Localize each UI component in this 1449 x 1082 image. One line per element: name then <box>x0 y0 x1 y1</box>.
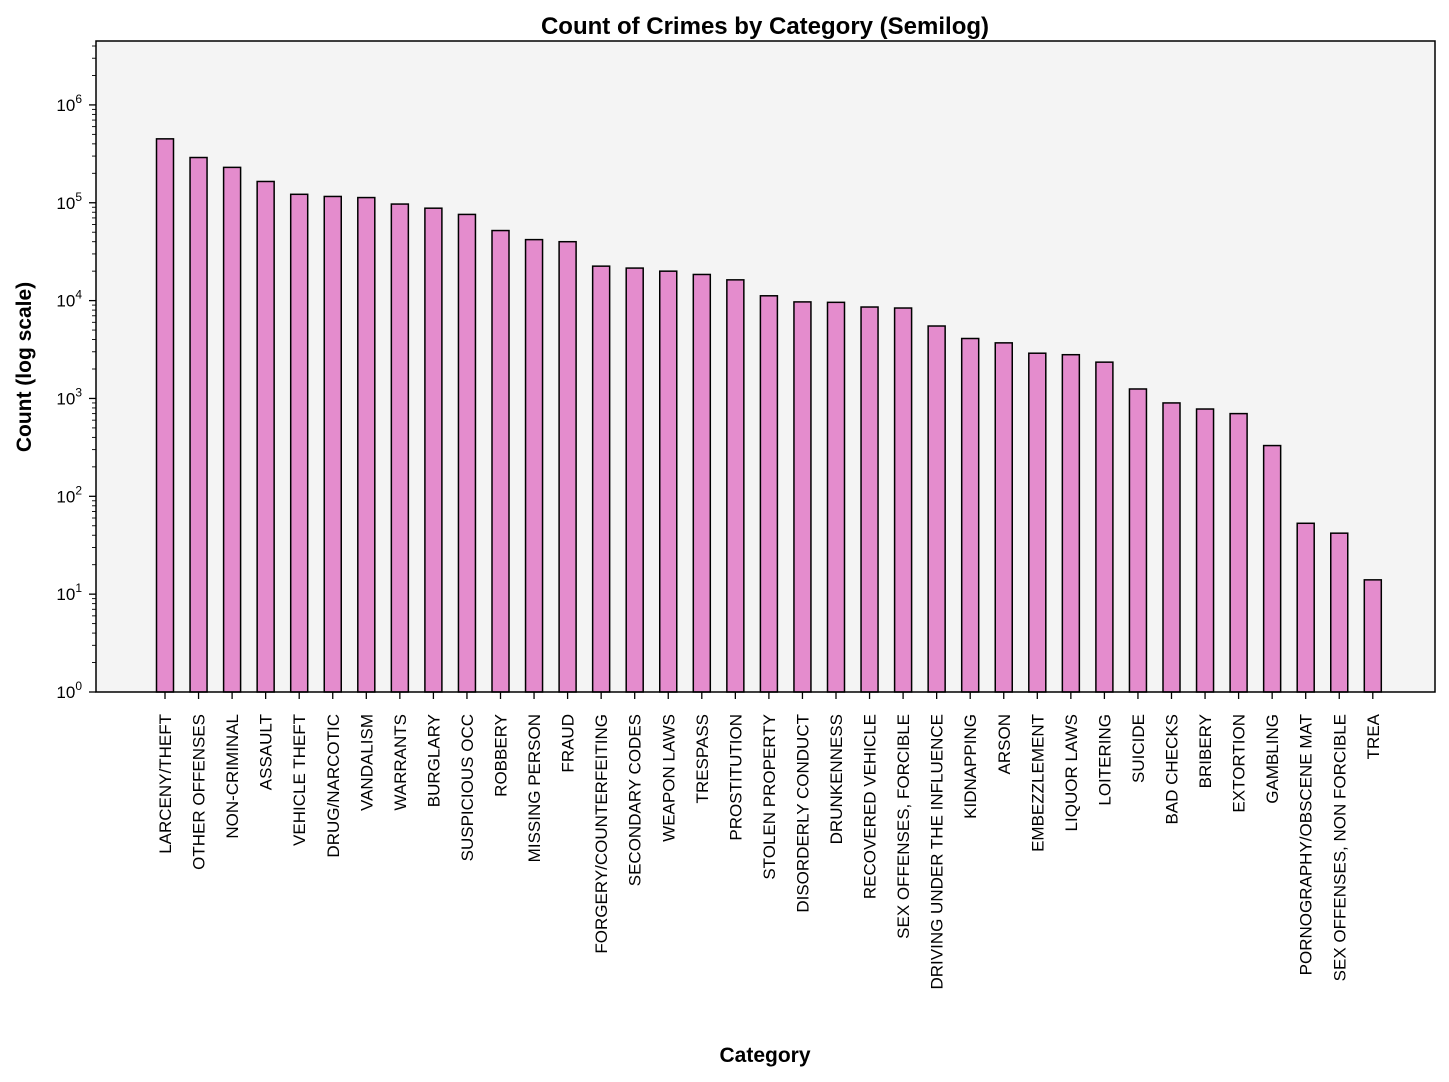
x-tick-label: MISSING PERSON <box>525 714 544 862</box>
bar-prostitution <box>726 279 745 693</box>
y-tick-label: 103 <box>56 385 82 408</box>
x-tick-label: SECONDARY CODES <box>626 714 645 886</box>
bar-missing-person <box>524 238 544 693</box>
bar-disorderly-conduct <box>793 301 812 693</box>
bar-sex-offenses-forcible <box>893 307 913 693</box>
bar-sex-offenses-non-forcible <box>1330 532 1349 693</box>
x-tick-label: SUSPICIOUS OCC <box>458 714 477 861</box>
x-tick-label: NON-CRIMINAL <box>223 714 242 839</box>
chart-title: Count of Crimes by Category (Semilog) <box>541 13 989 40</box>
y-tick-label: 101 <box>56 581 82 604</box>
bar-warrants <box>390 203 410 693</box>
x-tick-label: LOITERING <box>1095 714 1114 806</box>
bar-robbery <box>491 229 510 693</box>
bar-driving-under-the-influence <box>927 325 946 693</box>
x-tick-label: DRUG/NARCOTIC <box>324 714 343 858</box>
x-tick-label: BRIBERY <box>1196 714 1215 788</box>
x-tick-label: ARSON <box>995 714 1014 774</box>
bars-layer <box>155 138 1383 693</box>
x-tick-label: SEX OFFENSES, NON FORCIBLE <box>1330 714 1349 981</box>
x-tick-label: LARCENY/THEFT <box>156 714 175 854</box>
x-tick-label: BAD CHECKS <box>1163 714 1182 825</box>
x-tick-label: DRIVING UNDER THE INFLUENCE <box>928 714 947 990</box>
bar-bad-checks <box>1162 402 1181 693</box>
x-tick-label: OTHER OFFENSES <box>190 714 209 870</box>
x-tick-label: EXTORTION <box>1230 714 1249 813</box>
bar-extortion <box>1229 412 1248 693</box>
bar-weapon-laws <box>659 270 678 693</box>
bar-trespass <box>692 273 712 693</box>
x-axis-label: Category <box>719 1044 810 1067</box>
bar-kidnapping <box>960 337 980 693</box>
x-tick-label: SUICIDE <box>1129 714 1148 783</box>
x-tick-label: EMBEZZLEMENT <box>1028 714 1047 852</box>
x-tick-label: KIDNAPPING <box>961 714 980 819</box>
x-tick-label: ROBBERY <box>492 714 511 797</box>
bar-arson <box>994 342 1013 693</box>
y-axis-label: Count (log scale) <box>13 282 36 452</box>
x-tick-label: STOLEN PROPERTY <box>760 714 779 880</box>
bar-suspicious-occ <box>457 213 477 693</box>
x-tick-label: PROSTITUTION <box>726 714 745 841</box>
x-tick-label: VANDALISM <box>357 714 376 811</box>
bar-stolen-property <box>759 295 779 693</box>
x-tick-label: WEAPON LAWS <box>659 714 678 842</box>
bar-larceny-theft <box>155 138 175 693</box>
x-tick-label: FORGERY/COUNTERFEITING <box>592 714 611 954</box>
x-tick-label: BURGLARY <box>424 714 443 807</box>
bar-vehicle-theft <box>289 193 309 693</box>
bar-non-criminal <box>222 166 242 693</box>
x-tick-label: GAMBLING <box>1263 714 1282 804</box>
plot-frame <box>95 40 1436 693</box>
bar-loitering <box>1095 361 1114 693</box>
bar-embezzlement <box>1028 352 1047 693</box>
bar-burglary <box>424 207 443 693</box>
x-axis-ticks: LARCENY/THEFT OTHER OFFENSES NON-CRIMINAL A… <box>156 692 1383 990</box>
bar-fraud <box>558 240 577 693</box>
x-tick-label: TREA <box>1364 713 1383 759</box>
bar-secondary-codes <box>625 267 644 693</box>
bar-gambling <box>1262 444 1282 693</box>
x-tick-label: SEX OFFENSES, FORCIBLE <box>894 714 913 939</box>
bar-trea <box>1363 579 1383 693</box>
y-tick-label: 106 <box>56 92 82 115</box>
y-tick-label: 100 <box>56 679 82 702</box>
bar-bribery <box>1195 408 1215 693</box>
bar-vandalism <box>357 196 376 693</box>
x-tick-label: TRESPASS <box>693 714 712 803</box>
bar-suicide <box>1128 388 1148 693</box>
x-tick-label: RECOVERED VEHICLE <box>861 714 880 899</box>
y-tick-label: 104 <box>56 288 82 311</box>
bar-forgery-counterfeiting <box>591 265 611 693</box>
y-tick-label: 102 <box>56 483 82 506</box>
y-axis-ticks: 100 101 102 103 104 105 106 <box>56 45 96 702</box>
bar-recovered-vehicle <box>860 306 879 693</box>
x-tick-label: FRAUD <box>559 714 578 773</box>
bar-liquor-laws <box>1061 353 1081 693</box>
x-tick-label: DRUNKENNESS <box>827 714 846 844</box>
x-tick-label: DISORDERLY CONDUCT <box>793 714 812 913</box>
x-tick-label: WARRANTS <box>391 714 410 811</box>
x-tick-label: ASSAULT <box>257 714 276 790</box>
bar-drug-narcotic <box>323 195 342 693</box>
bar-pornography-obscene-mat <box>1296 522 1315 693</box>
x-tick-label: VEHICLE THEFT <box>290 714 309 846</box>
y-tick-label: 105 <box>56 190 82 213</box>
x-tick-label: PORNOGRAPHY/OBSCENE MAT <box>1297 714 1316 975</box>
bar-drunkenness <box>826 301 846 693</box>
x-tick-label: LIQUOR LAWS <box>1062 714 1081 831</box>
bar-other-offenses <box>189 156 208 693</box>
bar-assault <box>256 180 275 693</box>
